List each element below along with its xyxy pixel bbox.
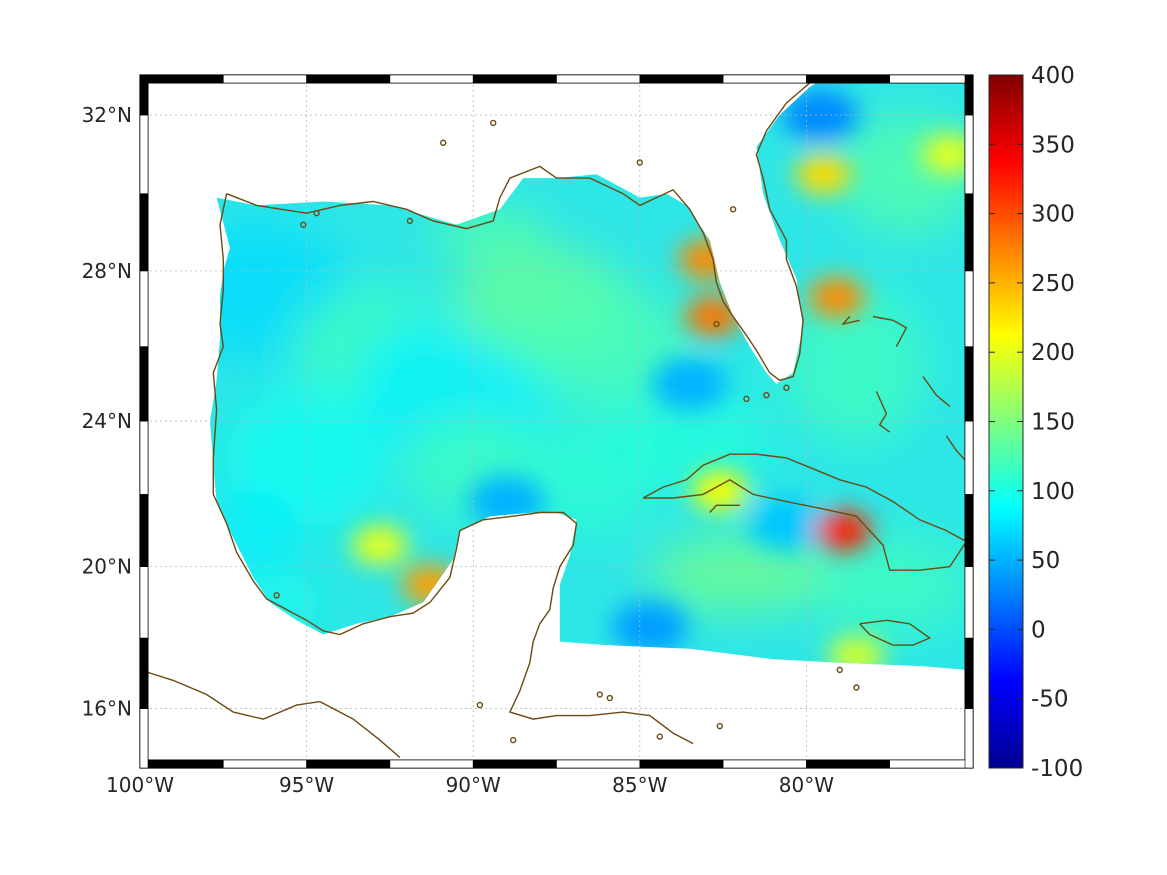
coastline bbox=[148, 83, 965, 759]
y-tick-label: 16°N bbox=[82, 697, 132, 721]
heatmap-hotspot bbox=[351, 525, 408, 566]
heatmap-hotspot bbox=[691, 470, 748, 511]
y-tick-label: 24°N bbox=[82, 409, 132, 433]
y-tick-label: 20°N bbox=[82, 555, 132, 579]
x-tick-label: 95°W bbox=[279, 773, 334, 797]
y-tick-label: 28°N bbox=[82, 259, 132, 283]
y-tick-label: 32°N bbox=[82, 103, 132, 127]
map-frame bbox=[139, 74, 974, 769]
heatmap-coldspot bbox=[781, 89, 858, 142]
colorbar-tick-label: 400 bbox=[1031, 63, 1075, 89]
heatmap-coldspot bbox=[748, 497, 825, 550]
map-gridlines bbox=[148, 83, 965, 760]
colorbar-tick-label: 150 bbox=[1031, 410, 1075, 436]
colorbar-tick-label: 250 bbox=[1031, 271, 1075, 297]
colorbar-tick-label: 0 bbox=[1031, 617, 1046, 643]
heatmap-hotspot bbox=[815, 510, 872, 551]
colorbar-tick-label: -50 bbox=[1031, 687, 1069, 713]
x-tick-label: 100°W bbox=[106, 773, 174, 797]
heatmap-coldspot bbox=[651, 357, 728, 410]
colorbar-tick-label: 350 bbox=[1031, 132, 1075, 158]
x-tick-label: 80°W bbox=[779, 773, 834, 797]
x-tick-label: 85°W bbox=[612, 773, 667, 797]
colorbar-tick-label: 50 bbox=[1031, 548, 1060, 574]
heatmap-hotspot bbox=[795, 154, 852, 195]
colorbar-tick-label: 100 bbox=[1031, 479, 1075, 505]
colorbar-tick-label: -100 bbox=[1031, 756, 1083, 782]
colorbar-tick-label: 200 bbox=[1031, 340, 1075, 366]
x-tick-label: 90°W bbox=[446, 773, 501, 797]
y-axis-tick-labels: 32°N 28°N 24°N 20°N 16°N bbox=[82, 103, 132, 721]
heatmap-coldspot bbox=[611, 601, 688, 654]
x-axis-tick-labels: 100°W 95°W 90°W 85°W 80°W bbox=[106, 773, 834, 797]
colorbar-tick-label: 300 bbox=[1031, 202, 1075, 228]
heatmap-hotspot bbox=[921, 134, 967, 175]
colorbar-tick-labels: 400 350 300 250 200 150 100 50 0 -50 -100 bbox=[989, 63, 1083, 782]
heatmap-hotspot bbox=[808, 277, 865, 318]
